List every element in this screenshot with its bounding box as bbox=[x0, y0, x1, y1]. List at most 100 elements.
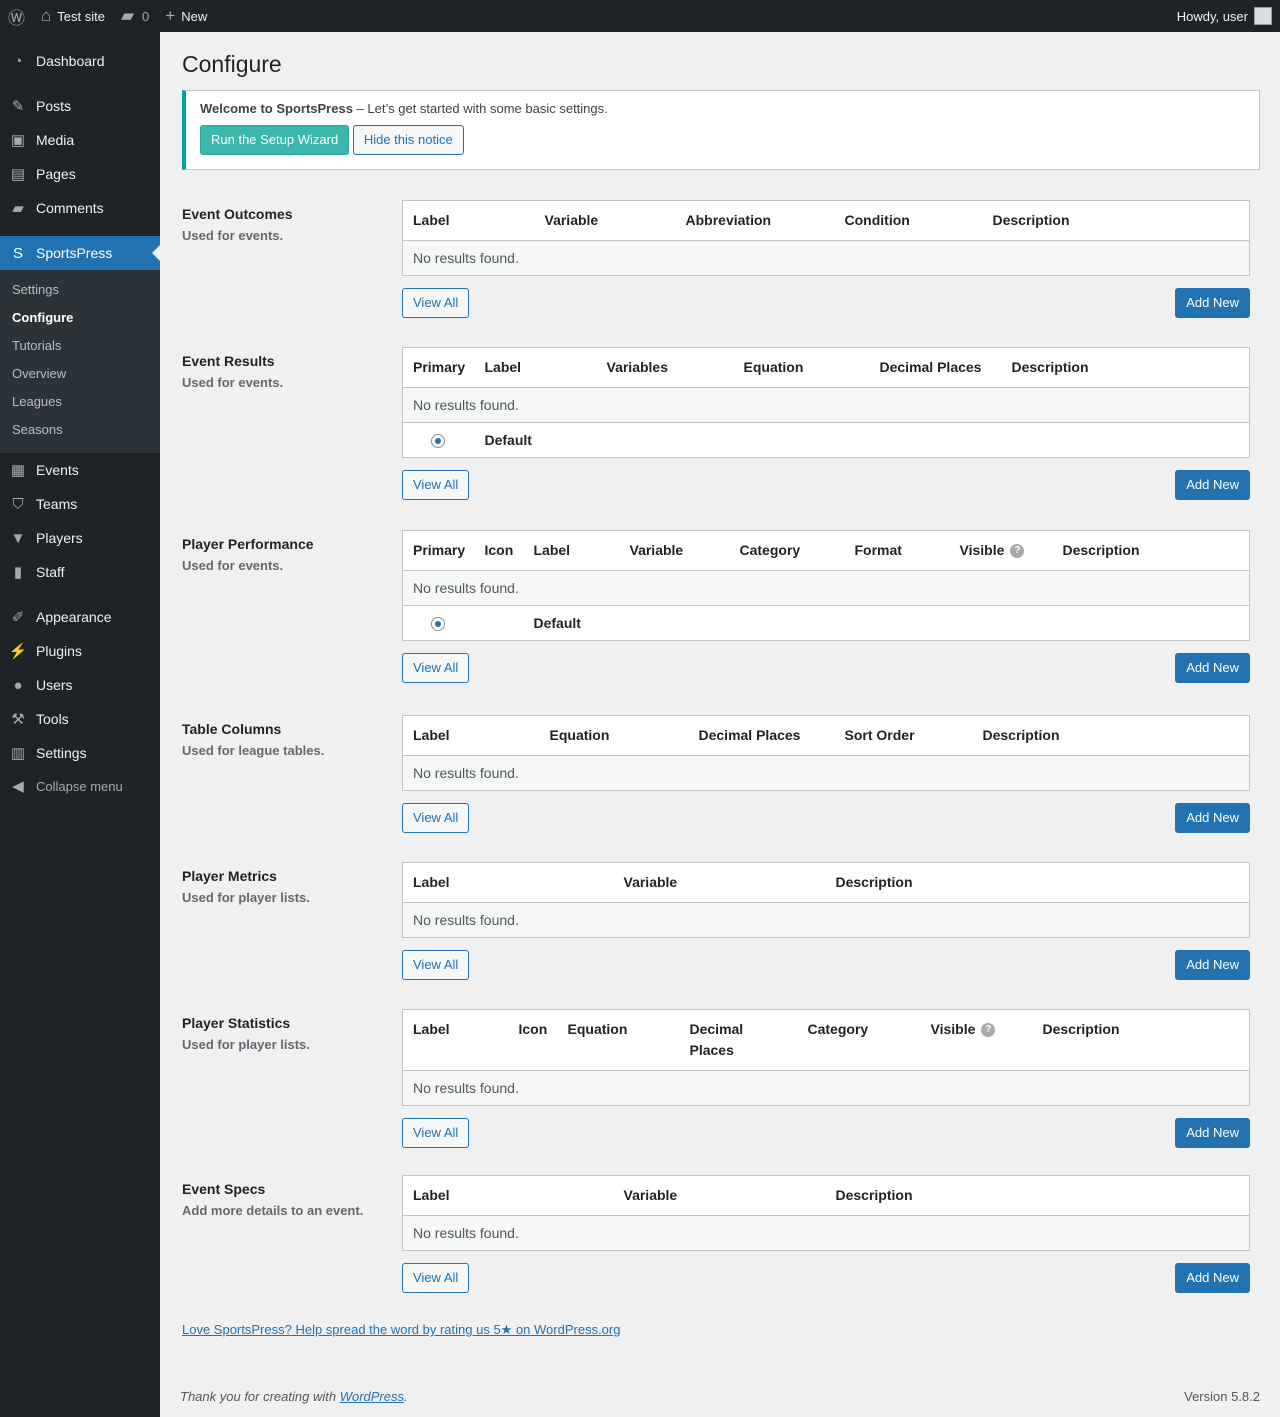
column-header: Primary bbox=[402, 347, 475, 388]
wordpress-link[interactable]: WordPress bbox=[339, 1389, 404, 1404]
no-results: No results found. bbox=[402, 570, 1250, 606]
add-new-button[interactable]: Add New bbox=[1175, 470, 1250, 500]
sidebar-item-users[interactable]: ● Users bbox=[0, 668, 160, 702]
new-content-button[interactable]: + New bbox=[157, 0, 215, 32]
column-header: Decimal Places bbox=[679, 1009, 798, 1071]
column-header: Label bbox=[474, 347, 597, 388]
submenu-item-leagues[interactable]: Leagues bbox=[12, 394, 62, 409]
column-header: Label bbox=[402, 1009, 509, 1071]
column-header: Visible? bbox=[949, 530, 1053, 571]
empty-row: No results found. bbox=[402, 755, 1250, 791]
section-title: Player Statistics bbox=[182, 1015, 291, 1031]
column-header-label: Visible bbox=[930, 1021, 976, 1037]
sidebar-item-players[interactable]: ▼ Players bbox=[0, 521, 160, 555]
add-new-button[interactable]: Add New bbox=[1175, 1118, 1250, 1148]
config-table: Primary Label Variables Equation Decimal Pla… bbox=[402, 347, 1250, 458]
sidebar-item-dashboard[interactable]: ◔ Dashboard bbox=[0, 44, 160, 78]
view-all-button[interactable]: View All bbox=[402, 803, 470, 833]
staff-icon: ▮ bbox=[13, 564, 23, 581]
home-icon: ⌂ bbox=[41, 6, 52, 25]
sidebar-item-label: Media bbox=[36, 132, 75, 148]
config-table: Label Variable Description No results foun… bbox=[402, 1175, 1250, 1251]
hide-notice-button[interactable]: Hide this notice bbox=[352, 125, 464, 155]
admin-bar: Ⓦ ⌂ Test site ▰ 0 + New Howdy, user bbox=[0, 0, 1280, 32]
view-all-button[interactable]: View All bbox=[402, 470, 470, 500]
sidebar-item-media[interactable]: ▣ Media bbox=[0, 123, 160, 157]
sidebar-item-label: Appearance bbox=[36, 609, 112, 625]
primary-radio[interactable] bbox=[431, 617, 445, 632]
config-table: Label Icon Equation Decimal Places Category V… bbox=[402, 1009, 1250, 1106]
welcome-notice: Welcome to SportsPress – Let’s get start… bbox=[182, 90, 1260, 170]
column-header-label: Label bbox=[413, 727, 450, 743]
empty-row: No results found. bbox=[402, 1070, 1250, 1106]
column-header: Label bbox=[402, 200, 535, 241]
add-new-button[interactable]: Add New bbox=[1175, 1263, 1250, 1293]
sidebar-item-plugins[interactable]: ⚡ Plugins bbox=[0, 634, 160, 668]
column-header-label: Description bbox=[835, 1187, 913, 1203]
column-header-label: Description bbox=[835, 874, 913, 890]
help-icon[interactable]: ? bbox=[1010, 544, 1025, 559]
help-icon[interactable]: ? bbox=[981, 1023, 996, 1038]
submenu-item-seasons[interactable]: Seasons bbox=[12, 422, 63, 437]
column-header-label: Format bbox=[854, 542, 902, 558]
sidebar-item-teams[interactable]: ⛉ Teams bbox=[0, 487, 160, 521]
avatar bbox=[1254, 7, 1272, 25]
view-all-button[interactable]: View All bbox=[402, 1118, 470, 1148]
sidebar-item-label: Staff bbox=[36, 564, 65, 580]
sidebar-item-tools[interactable]: ⚒ Tools bbox=[0, 702, 160, 736]
empty-row: No results found. bbox=[402, 570, 1250, 606]
column-header: Variable bbox=[619, 530, 730, 571]
comments-link[interactable]: ▰ 0 bbox=[113, 0, 157, 32]
submenu-item-configure[interactable]: Configure bbox=[12, 310, 74, 325]
column-header: Description bbox=[825, 1175, 1250, 1216]
add-new-button[interactable]: Add New bbox=[1175, 950, 1250, 980]
rate-link[interactable]: Love SportsPress? Help spread the word b… bbox=[182, 1322, 621, 1337]
column-header: Description bbox=[825, 862, 1250, 903]
empty-row: No results found. bbox=[402, 387, 1250, 423]
submenu-item-tutorials[interactable]: Tutorials bbox=[12, 338, 62, 353]
primary-radio[interactable] bbox=[431, 434, 445, 449]
sidebar-item-label: Comments bbox=[36, 200, 104, 216]
column-header-label: Condition bbox=[844, 212, 910, 228]
column-header: Label bbox=[402, 1175, 614, 1216]
column-header-label: Primary bbox=[413, 542, 466, 558]
config-table: Label Variable Description No results foun… bbox=[402, 862, 1250, 938]
default-row: Default bbox=[402, 422, 1250, 458]
sidebar-item-settings[interactable]: ▥ Settings bbox=[0, 736, 160, 770]
wordpress-logo-button[interactable]: Ⓦ bbox=[0, 0, 33, 32]
column-header: Condition bbox=[834, 200, 983, 241]
sidebar-item-pages[interactable]: ▤ Pages bbox=[0, 157, 160, 191]
empty-row: No results found. bbox=[402, 240, 1250, 276]
add-new-button[interactable]: Add New bbox=[1175, 803, 1250, 833]
column-header-label: Icon bbox=[518, 1021, 548, 1037]
column-header-label: Decimal Places bbox=[698, 727, 801, 743]
dashboard-icon: ◔ bbox=[13, 52, 23, 70]
sidebar-item-posts[interactable]: ✎ Posts bbox=[0, 89, 160, 123]
site-link[interactable]: ⌂ Test site bbox=[33, 0, 113, 32]
column-header: Variable bbox=[613, 1175, 826, 1216]
view-all-button[interactable]: View All bbox=[402, 950, 470, 980]
submenu-item-settings[interactable]: Settings bbox=[12, 282, 59, 297]
view-all-button[interactable]: View All bbox=[402, 288, 470, 318]
add-new-button[interactable]: Add New bbox=[1175, 653, 1250, 683]
sidebar-item-comments[interactable]: ▰ Comments bbox=[0, 191, 160, 225]
column-header: Label bbox=[402, 862, 614, 903]
column-header-label: Primary bbox=[413, 359, 466, 375]
section-description: Used for events. bbox=[182, 558, 284, 573]
no-results: No results found. bbox=[402, 902, 1250, 938]
sidebar-item-appearance[interactable]: ✐ Appearance bbox=[0, 600, 160, 634]
column-header-label: Icon bbox=[484, 542, 514, 558]
view-all-button[interactable]: View All bbox=[402, 653, 470, 683]
column-header-label: Variable bbox=[629, 542, 684, 558]
submenu-item-overview[interactable]: Overview bbox=[12, 366, 67, 381]
user-menu[interactable]: Howdy, user bbox=[1169, 0, 1280, 32]
sidebar-item-sportspress[interactable]: S SportsPress bbox=[0, 236, 160, 270]
add-new-button[interactable]: Add New bbox=[1175, 288, 1250, 318]
sidebar-item-label: Plugins bbox=[36, 643, 82, 659]
collapse-menu-button[interactable]: ◀ Collapse menu bbox=[0, 769, 160, 803]
column-header-label: Equation bbox=[743, 359, 804, 375]
sidebar-item-staff[interactable]: ▮ Staff bbox=[0, 555, 160, 589]
sidebar-item-events[interactable]: ▦ Events bbox=[0, 453, 160, 487]
view-all-button[interactable]: View All bbox=[402, 1263, 470, 1293]
setup-wizard-button[interactable]: Run the Setup Wizard bbox=[200, 125, 350, 155]
